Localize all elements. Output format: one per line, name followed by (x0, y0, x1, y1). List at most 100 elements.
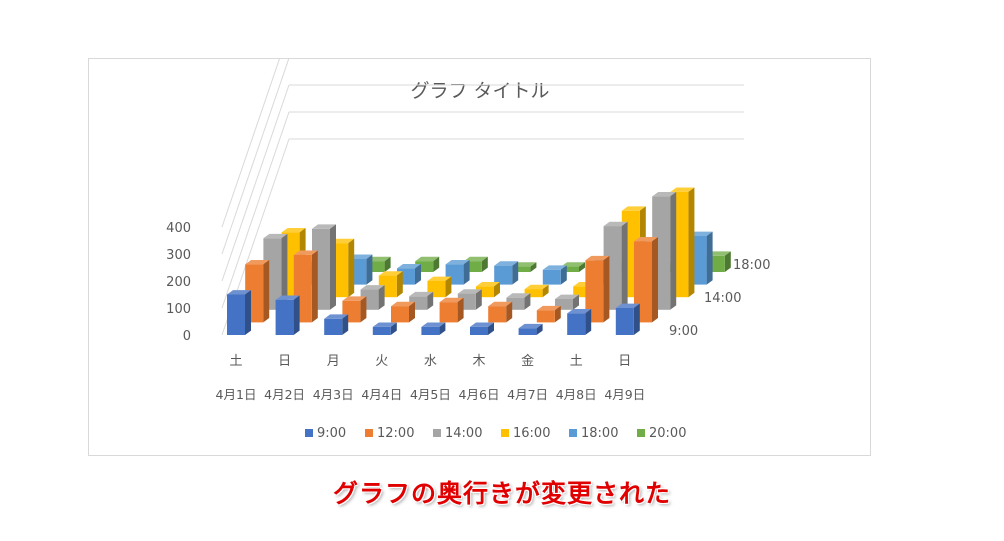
legend-label: 9:00 (317, 426, 346, 441)
bar-top (409, 291, 434, 297)
bar-side (652, 237, 658, 323)
bar-front (488, 306, 507, 323)
bar-top (312, 224, 336, 229)
bar (275, 295, 300, 335)
bar-side (530, 262, 537, 272)
bar-side (724, 251, 731, 272)
x-category-label: 土 (570, 354, 583, 369)
legend[interactable]: 9:00 12:00 14:00 16:00 18:00 20:00 (305, 426, 686, 441)
bar-front (615, 308, 634, 335)
bar (634, 237, 658, 323)
bar-top (518, 323, 543, 329)
bar (470, 322, 494, 335)
bar-side (524, 293, 531, 310)
bar-side (348, 238, 355, 298)
bar-side (384, 256, 391, 272)
bar-side (330, 224, 336, 310)
bar-top (330, 238, 355, 244)
bar-side (560, 265, 567, 285)
bar-top (621, 206, 646, 211)
x-category-label: 日 (618, 354, 631, 369)
bar (488, 301, 513, 323)
axis-labels: 0 100 200 300 400 土 4月1日 日 4月2日 月 4月3日 火 4月4日 水 4月5日 木 4… (166, 221, 770, 402)
bar-front (518, 328, 537, 335)
bar-side (512, 261, 519, 285)
bar-top (524, 284, 549, 290)
bar (439, 297, 464, 323)
bar-front (324, 318, 343, 335)
y-tick-label: 200 (166, 275, 191, 290)
bar-top (391, 301, 415, 307)
y-tick-label: 0 (183, 329, 191, 344)
bar-side (439, 322, 446, 335)
bar (421, 322, 446, 335)
bar-side (433, 256, 440, 272)
x-date-label: 4月2日 (264, 387, 305, 402)
bar (227, 290, 251, 335)
bar-top (603, 221, 628, 227)
bar (378, 271, 403, 298)
y-tick-label: 400 (166, 221, 191, 236)
bar-front (421, 326, 440, 335)
depth-axis-label: 18:00 (733, 258, 770, 273)
bar-side (415, 264, 421, 285)
bar (542, 265, 567, 285)
legend-label: 20:00 (649, 426, 686, 441)
x-date-label: 4月7日 (507, 387, 548, 402)
legend-swatch (501, 429, 509, 437)
bar-side (396, 271, 403, 298)
bar-top (555, 294, 579, 299)
x-date-label: 4月3日 (313, 387, 354, 402)
bar (567, 309, 592, 335)
chart-area[interactable]: グラフ タイトル 0 100 200 300 400 土 4月1日 日 4月2日 月 4月3日 火 4月… (88, 58, 871, 456)
gridline-diagonal (221, 111, 290, 309)
legend-swatch (569, 429, 577, 437)
bar-top (476, 282, 500, 287)
bar-front (536, 310, 555, 323)
gridline-diagonal (221, 84, 290, 282)
x-date-label: 4月9日 (604, 387, 645, 402)
chart-svg: グラフ タイトル 0 100 200 300 400 土 4月1日 日 4月2日 月 4月3日 火 4月… (166, 59, 770, 441)
bar (518, 323, 543, 335)
bar-top (324, 314, 349, 319)
legend-label: 16:00 (513, 426, 550, 441)
bar-top (470, 322, 494, 327)
x-category-label: 火 (375, 354, 388, 369)
bar-top (348, 254, 373, 259)
y-tick-label: 300 (166, 248, 191, 263)
bar (561, 262, 585, 272)
gridlines (221, 59, 744, 336)
x-date-label: 4月6日 (459, 387, 500, 402)
x-category-label: 月 (327, 354, 340, 369)
bar (415, 256, 440, 272)
bar-front (439, 302, 458, 323)
bar-side (366, 254, 373, 285)
bar-top (360, 285, 385, 290)
bar-top (488, 301, 513, 307)
caption-text: グラフの奥行きが変更された (332, 479, 671, 508)
bar-top (585, 255, 610, 261)
bar-top (542, 265, 567, 270)
bar-front (366, 261, 385, 272)
bar-front (512, 266, 531, 272)
bar-side (360, 296, 367, 323)
legend-swatch (433, 429, 441, 437)
bar-front (463, 261, 482, 272)
bar (585, 255, 610, 323)
bar-top (439, 297, 464, 303)
x-category-label: 木 (472, 354, 485, 369)
depth-axis-label: 14:00 (704, 291, 741, 306)
bar-top (457, 289, 482, 294)
bar-top (561, 262, 585, 267)
bar-top (706, 251, 731, 256)
bar-side (603, 255, 610, 323)
bar-front (573, 286, 592, 298)
bar-front (585, 260, 604, 323)
bar-top (275, 295, 300, 300)
depth-axis-label: 9:00 (669, 324, 698, 339)
bar-top (634, 237, 658, 242)
bar-top (378, 271, 403, 276)
bar-top (688, 231, 713, 236)
bar-front (542, 269, 561, 285)
legend-label: 12:00 (377, 426, 414, 441)
